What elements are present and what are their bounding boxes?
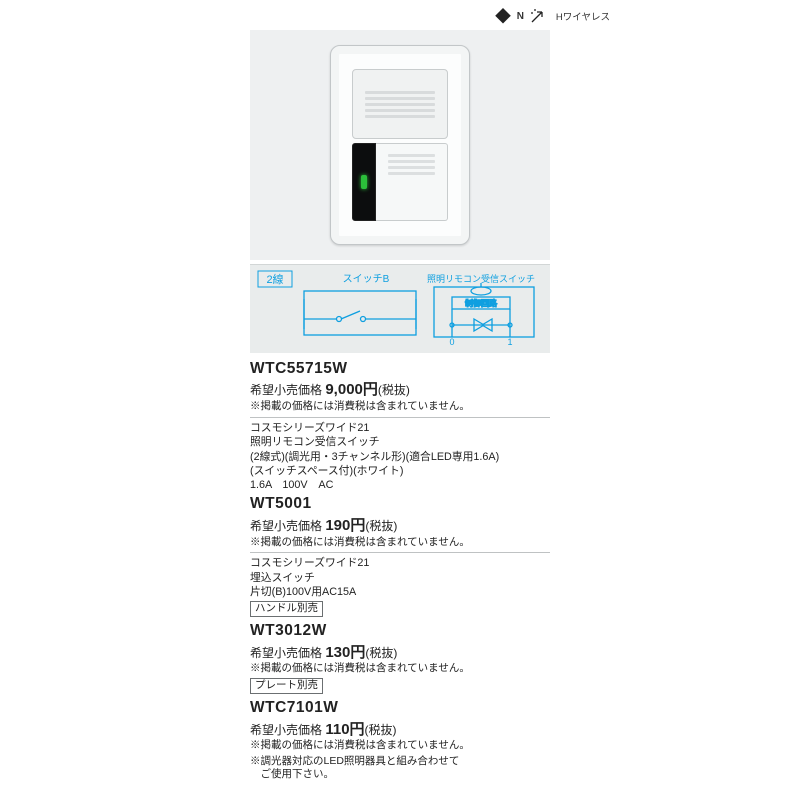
model-number: WT5001 [250,494,550,514]
option-tag: ハンドル別売 [250,601,323,617]
model-number: WTC7101W [250,698,550,718]
product-photo [250,30,550,260]
spec-line: 1.6A 100V AC [250,478,550,492]
spec-line: 片切(B)100V用AC15A [250,585,550,599]
wireless-label: Hワイヤレス [556,9,610,23]
product-block: WTC7101W希望小売価格 110円(税抜)※掲載の価格には消費税は含まれてい… [250,698,550,753]
spec-line: コスモシリーズワイド21 [250,556,550,570]
wire-badge: 2線 [266,272,283,286]
tax-note: ※掲載の価格には消費税は含まれていません。 [250,536,550,550]
tax-note: ※掲載の価格には消費税は含まれていません。 [250,662,550,676]
svg-text:1: 1 [507,337,512,345]
ctrl-box-label: 制御回路 [465,298,497,308]
wireless-icon [530,8,550,24]
product-block: WT3012W希望小売価格 130円(税抜)※掲載の価格には消費税は含まれていま… [250,621,550,696]
upper-switch [352,69,448,139]
product-block: WTC55715W希望小売価格 9,000円(税抜)※掲載の価格には消費税は含ま… [250,359,550,492]
price-line: 希望小売価格 110円(税抜) [250,720,550,740]
circuit-diagram: 2線 スイッチB 照明リモコン受信スイッチ 制御回路 [250,264,550,353]
model-number: WTC55715W [250,359,550,379]
price-line: 希望小売価格 9,000円(税抜) [250,380,550,400]
product-block: WT5001希望小売価格 190円(税抜)※掲載の価格には消費税は含まれていませ… [250,494,550,619]
pilot-lamp [352,143,376,221]
footer-note: ※調光器対応のLED照明器具と組み合わせて ご使用下さい。 [250,755,550,781]
spec-line: 埋込スイッチ [250,571,550,585]
label-switch-b: スイッチB [343,273,390,285]
model-number: WT3012W [250,621,550,641]
diamond-icon [495,8,511,24]
spec-line: 照明リモコン受信スイッチ [250,435,550,449]
tax-note: ※掲載の価格には消費税は含まれていません。 [250,400,550,414]
spec-line: (スイッチスペース付)(ホワイト) [250,464,550,478]
price-line: 希望小売価格 130円(税抜) [250,643,550,663]
svg-text:0: 0 [449,337,454,345]
spec-line: コスモシリーズワイド21 [250,421,550,435]
new-mark: N [517,11,524,22]
label-receiver: 照明リモコン受信スイッチ [427,273,535,284]
price-line: 希望小売価格 190円(税抜) [250,516,550,536]
spec-line: (2線式)(調光用・3チャンネル形)(適合LED専用1.6A) [250,450,550,464]
option-tag: プレート別売 [250,678,323,694]
lower-switch [376,143,448,221]
tax-note: ※掲載の価格には消費税は含まれていません。 [250,739,550,753]
